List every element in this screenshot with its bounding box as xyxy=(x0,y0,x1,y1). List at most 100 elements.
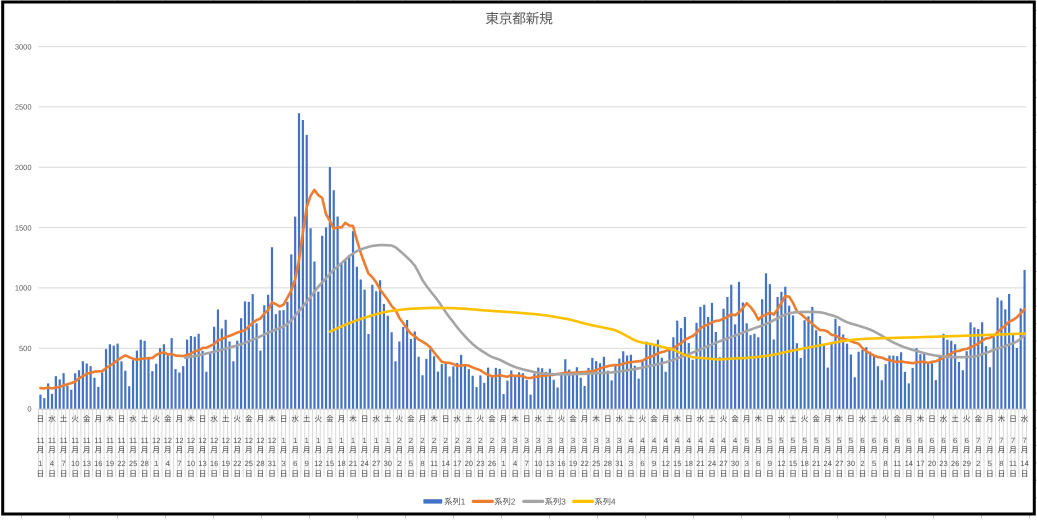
svg-text:12: 12 xyxy=(314,459,322,468)
svg-text:12: 12 xyxy=(221,436,229,445)
svg-text:12: 12 xyxy=(268,436,276,445)
svg-text:1: 1 xyxy=(281,436,285,445)
svg-text:13: 13 xyxy=(546,459,554,468)
svg-text:7: 7 xyxy=(525,459,529,468)
svg-text:1: 1 xyxy=(386,436,390,445)
svg-text:7: 7 xyxy=(177,459,181,468)
svg-text:5: 5 xyxy=(756,436,760,445)
svg-text:7: 7 xyxy=(1011,436,1015,445)
svg-text:5: 5 xyxy=(837,436,841,445)
svg-text:31: 31 xyxy=(268,459,276,468)
svg-text:5: 5 xyxy=(849,436,853,445)
svg-text:2: 2 xyxy=(397,436,401,445)
svg-text:3: 3 xyxy=(536,436,540,445)
svg-text:12: 12 xyxy=(233,436,241,445)
svg-text:12: 12 xyxy=(175,436,183,445)
svg-text:1: 1 xyxy=(305,436,309,445)
svg-text:2: 2 xyxy=(409,436,413,445)
svg-text:25: 25 xyxy=(245,459,253,468)
svg-text:2: 2 xyxy=(976,459,980,468)
svg-text:1: 1 xyxy=(293,436,297,445)
svg-text:4: 4 xyxy=(513,459,517,468)
svg-text:6: 6 xyxy=(965,436,969,445)
svg-text:19: 19 xyxy=(569,459,577,468)
svg-text:14: 14 xyxy=(1020,459,1028,468)
svg-text:1: 1 xyxy=(501,459,505,468)
svg-text:5: 5 xyxy=(814,436,818,445)
svg-text:21: 21 xyxy=(696,459,704,468)
svg-text:27: 27 xyxy=(835,459,843,468)
svg-text:6: 6 xyxy=(640,459,644,468)
svg-text:28: 28 xyxy=(256,459,264,468)
svg-text:1: 1 xyxy=(154,459,158,468)
svg-text:0: 0 xyxy=(27,404,31,413)
svg-text:27: 27 xyxy=(372,459,380,468)
svg-text:30: 30 xyxy=(731,459,739,468)
svg-text:4: 4 xyxy=(698,436,702,445)
svg-text:3: 3 xyxy=(745,459,749,468)
svg-text:5: 5 xyxy=(802,436,806,445)
svg-text:2: 2 xyxy=(467,436,471,445)
svg-text:17: 17 xyxy=(916,459,924,468)
svg-text:15: 15 xyxy=(789,459,797,468)
svg-text:3: 3 xyxy=(617,436,621,445)
svg-text:18: 18 xyxy=(800,459,808,468)
svg-text:11: 11 xyxy=(71,436,79,445)
svg-text:3: 3 xyxy=(525,436,529,445)
svg-text:5: 5 xyxy=(779,436,783,445)
svg-text:4: 4 xyxy=(687,436,691,445)
svg-text:6: 6 xyxy=(918,436,922,445)
svg-text:20: 20 xyxy=(465,459,473,468)
svg-text:16: 16 xyxy=(557,459,565,468)
svg-text:5: 5 xyxy=(745,436,749,445)
svg-text:11: 11 xyxy=(36,436,44,445)
svg-text:4: 4 xyxy=(50,459,54,468)
svg-text:9: 9 xyxy=(305,459,309,468)
svg-text:18: 18 xyxy=(685,459,693,468)
svg-text:7: 7 xyxy=(976,436,980,445)
svg-text:3: 3 xyxy=(594,436,598,445)
svg-text:2: 2 xyxy=(860,459,864,468)
svg-text:1: 1 xyxy=(362,436,366,445)
svg-text:11: 11 xyxy=(1009,459,1017,468)
svg-text:1: 1 xyxy=(374,436,378,445)
svg-text:24: 24 xyxy=(823,459,831,468)
svg-text:12: 12 xyxy=(245,436,253,445)
svg-text:1: 1 xyxy=(38,459,42,468)
svg-text:30: 30 xyxy=(847,459,855,468)
svg-text:11: 11 xyxy=(141,436,149,445)
svg-text:18: 18 xyxy=(337,459,345,468)
svg-text:3: 3 xyxy=(281,459,285,468)
svg-text:4: 4 xyxy=(652,436,656,445)
svg-text:4: 4 xyxy=(733,436,737,445)
svg-text:11: 11 xyxy=(94,436,102,445)
svg-text:15: 15 xyxy=(326,459,334,468)
svg-text:5: 5 xyxy=(872,459,876,468)
svg-text:25: 25 xyxy=(592,459,600,468)
svg-text:8: 8 xyxy=(420,459,424,468)
svg-text:28: 28 xyxy=(140,459,148,468)
svg-text:12: 12 xyxy=(187,436,195,445)
svg-text:15: 15 xyxy=(673,459,681,468)
svg-text:12: 12 xyxy=(256,436,264,445)
svg-text:6: 6 xyxy=(895,436,899,445)
svg-text:12: 12 xyxy=(210,436,218,445)
svg-text:2500: 2500 xyxy=(15,103,32,112)
svg-text:12: 12 xyxy=(661,459,669,468)
svg-text:1: 1 xyxy=(316,436,320,445)
svg-text:11: 11 xyxy=(60,436,68,445)
svg-text:13: 13 xyxy=(198,459,206,468)
svg-text:6: 6 xyxy=(883,436,887,445)
svg-text:4: 4 xyxy=(640,436,644,445)
svg-text:19: 19 xyxy=(106,459,114,468)
svg-text:6: 6 xyxy=(953,436,957,445)
svg-text:24: 24 xyxy=(708,459,716,468)
svg-text:12: 12 xyxy=(198,436,206,445)
svg-text:26: 26 xyxy=(951,459,959,468)
svg-text:9: 9 xyxy=(652,459,656,468)
svg-text:11: 11 xyxy=(430,459,438,468)
svg-text:19: 19 xyxy=(221,459,229,468)
svg-text:3: 3 xyxy=(606,436,610,445)
svg-text:13: 13 xyxy=(82,459,90,468)
svg-text:10: 10 xyxy=(71,459,79,468)
